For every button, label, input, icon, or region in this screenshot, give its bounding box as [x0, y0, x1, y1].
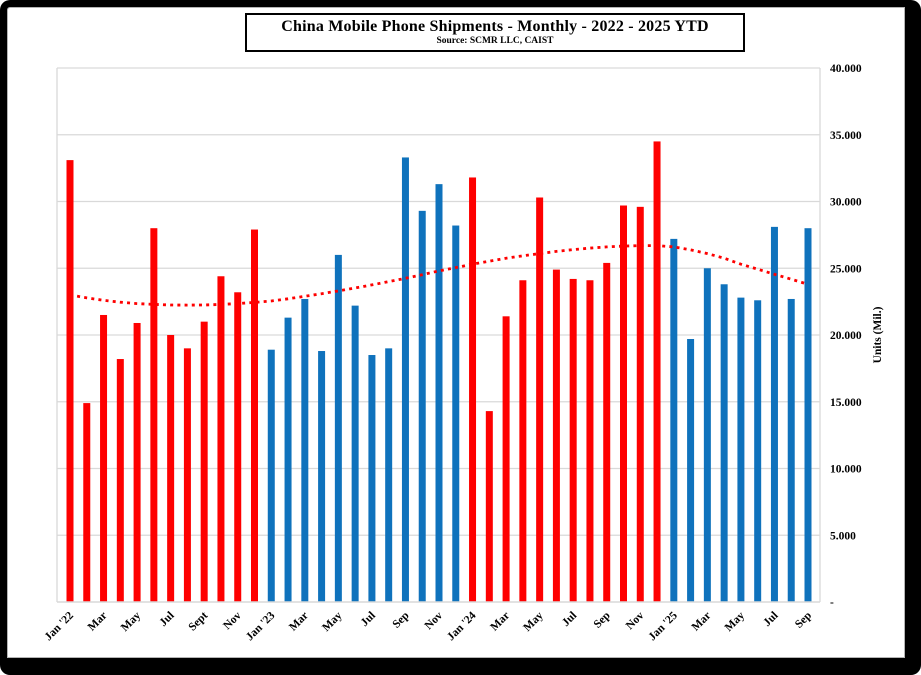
bar	[100, 314, 108, 602]
bar	[636, 206, 644, 602]
x-tick-label: Jul	[359, 610, 378, 629]
chart-title: China Mobile Phone Shipments - Monthly -…	[281, 18, 709, 35]
trendline	[69, 244, 809, 307]
x-tick-label: Jan '24	[445, 609, 479, 643]
bar	[653, 141, 661, 602]
bar	[167, 335, 175, 602]
x-tick-label: Mar	[488, 610, 512, 634]
chart-subtitle: Source: SCMR LLC, CAIST	[436, 36, 554, 46]
x-tick-label: Sep	[793, 610, 814, 631]
y-tick-label: 30.000	[830, 197, 862, 209]
bar	[284, 317, 292, 602]
bar	[133, 322, 141, 602]
x-tick-label: Nov	[624, 609, 647, 632]
bar	[435, 184, 443, 602]
x-tick-label: May	[723, 609, 747, 633]
x-tick-label: Sept	[186, 610, 210, 634]
bar	[418, 210, 426, 602]
x-tick-label: Jan '25	[646, 609, 680, 643]
y-tick-label: 40.000	[830, 63, 862, 75]
bar	[552, 269, 560, 602]
bar	[603, 262, 611, 602]
bar	[754, 300, 762, 602]
bar	[703, 268, 711, 602]
bar	[301, 298, 309, 602]
y-tick-label: 25.000	[830, 263, 862, 275]
x-tick-label: Nov	[221, 609, 244, 632]
bar	[200, 321, 208, 602]
bar	[586, 280, 594, 602]
y-tick-label: 5.000	[830, 530, 856, 542]
x-tick-label: Mar	[86, 610, 110, 634]
bar	[83, 403, 91, 602]
bar	[251, 229, 258, 603]
bar	[452, 225, 460, 602]
bar	[66, 160, 74, 602]
x-tick-label: Jul	[157, 610, 176, 629]
y-tick-label: 10.000	[830, 464, 862, 476]
x-tick-label: Mar	[287, 610, 311, 634]
bar	[485, 411, 493, 602]
x-tick-label: Sep	[390, 610, 411, 631]
bar	[569, 278, 577, 602]
chart-plot: 40.000 35.000 30.000 25.000 20.000 15.000 10.0…	[43, 63, 862, 643]
title-box: China Mobile Phone Shipments - Monthly -…	[245, 13, 745, 52]
bar	[737, 297, 745, 602]
bar	[670, 238, 678, 602]
bar	[720, 284, 728, 602]
bar	[502, 316, 510, 602]
bar	[368, 355, 376, 602]
x-tick-label: Jul	[560, 610, 579, 629]
bar	[536, 197, 544, 602]
bar	[401, 157, 409, 602]
bar	[770, 226, 778, 602]
bar	[620, 205, 627, 602]
x-tick-label: May	[320, 609, 344, 633]
bar	[385, 348, 393, 602]
x-tick-label: May	[119, 609, 143, 633]
x-tick-label: Jul	[761, 610, 780, 629]
x-tick-label: Mar	[690, 610, 714, 634]
bar	[469, 177, 477, 602]
bar	[267, 349, 275, 602]
bar	[234, 292, 242, 602]
bar	[334, 254, 342, 602]
bar	[318, 351, 326, 602]
x-tick-label: May	[521, 609, 545, 633]
bar	[183, 348, 191, 602]
bar	[687, 339, 695, 602]
x-tick-label: Sep	[592, 610, 613, 631]
y-tick-label: 15.000	[830, 397, 862, 409]
bar	[217, 276, 225, 602]
x-tick-label: Nov	[423, 609, 446, 632]
y-axis-title: Units (Mil.)	[872, 306, 884, 364]
bar	[116, 359, 124, 602]
y-tick-label: 20.000	[830, 330, 862, 342]
y-tick-label: 35.000	[830, 130, 862, 142]
bar	[787, 298, 795, 602]
bar	[150, 228, 158, 602]
x-tick-label: Jan '22	[43, 609, 77, 643]
y-tick-label: -	[830, 597, 834, 609]
bar	[351, 305, 359, 602]
bar	[519, 280, 527, 602]
x-tick-label: Jan '23	[244, 609, 278, 643]
bar	[804, 228, 812, 602]
